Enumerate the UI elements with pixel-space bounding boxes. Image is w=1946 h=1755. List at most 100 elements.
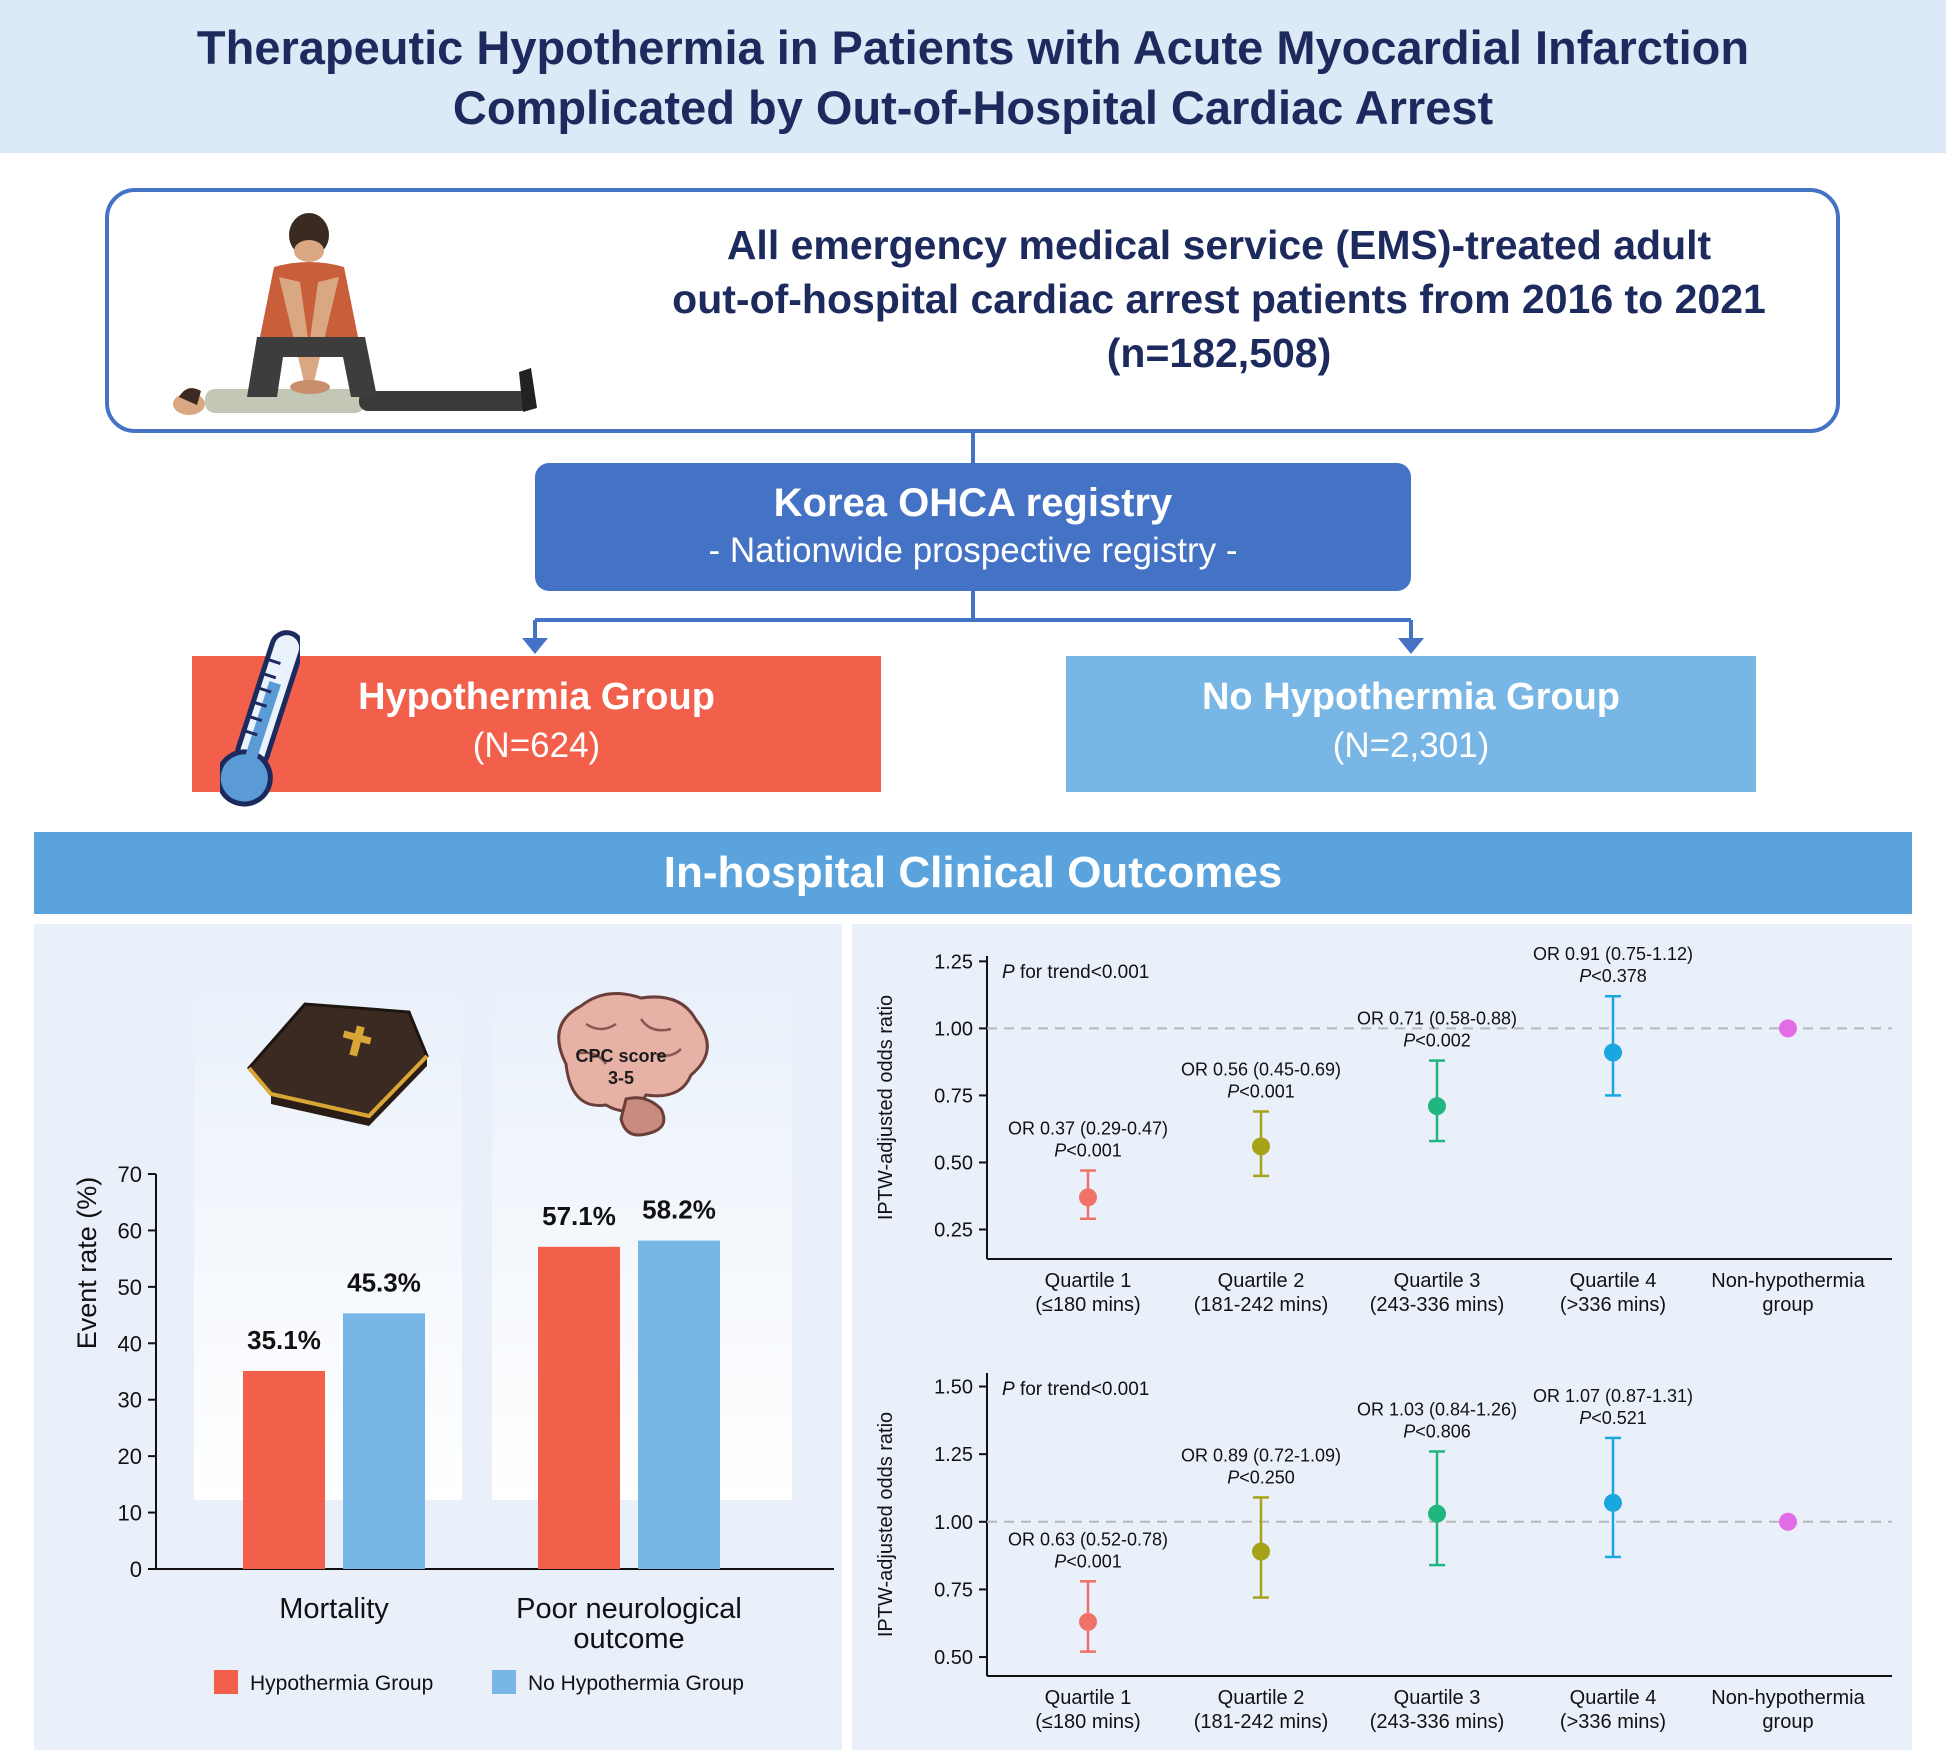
bar-hypothermia-mortality bbox=[243, 1370, 325, 1569]
bar-chart-panel: CPC score 3-5 0 10 20 30 40 50 60 70 35.1% 57.1% 4… bbox=[34, 924, 842, 1750]
legend-swatch-hypothermia bbox=[214, 1670, 238, 1694]
or-category-label: Non-hypothermia bbox=[1711, 1687, 1865, 1709]
or-trend-p: P bbox=[1002, 1379, 1015, 1400]
or-p-value: P<0.001 bbox=[1227, 1082, 1295, 1102]
or-p-value: P<0.002 bbox=[1403, 1031, 1471, 1051]
or-trend-p: P bbox=[1002, 962, 1015, 983]
or-point-label: OR 1.03 (0.84-1.26) bbox=[1357, 1399, 1517, 1419]
or-point-label: OR 0.91 (0.75-1.12) bbox=[1533, 944, 1693, 964]
or-p-text: <0.806 bbox=[1415, 1421, 1471, 1441]
brain-label-line1: CPC score bbox=[575, 1046, 666, 1066]
or-category-label: (181-242 mins) bbox=[1194, 1294, 1329, 1316]
or-category-label: Quartile 2 bbox=[1218, 1270, 1305, 1292]
bar-hypothermia-neuro bbox=[538, 1246, 620, 1569]
or-category-label: Quartile 4 bbox=[1570, 1687, 1657, 1709]
or-trend-note: P for trend<0.001 bbox=[1002, 1379, 1149, 1400]
or-p-text: <0.001 bbox=[1066, 1141, 1122, 1161]
bar-y-tick-label: 0 bbox=[130, 1557, 142, 1582]
or-category-label: (≤180 mins) bbox=[1035, 1711, 1140, 1733]
or-y-tick-label: 1.00 bbox=[934, 1018, 973, 1040]
registry-subtitle: - Nationwide prospective registry - bbox=[708, 531, 1238, 570]
or-y-tick-label: 0.25 bbox=[934, 1220, 973, 1242]
or-category-label: group bbox=[1762, 1294, 1813, 1316]
legend-label: Hypothermia Group bbox=[250, 1672, 433, 1695]
or-category-label: (≤180 mins) bbox=[1035, 1294, 1140, 1316]
or-y-tick-label: 1.25 bbox=[934, 1444, 973, 1466]
or-p-italic: P bbox=[1227, 1467, 1239, 1487]
or-point bbox=[1252, 1542, 1270, 1561]
bar-y-tick-label: 10 bbox=[118, 1501, 142, 1526]
or-y-tick-label: 0.75 bbox=[934, 1085, 973, 1107]
or-p-text: <0.378 bbox=[1591, 966, 1647, 986]
coffin-icon bbox=[247, 1002, 429, 1126]
or-p-text: <0.001 bbox=[1239, 1082, 1295, 1102]
bar-value-label: 57.1% bbox=[542, 1201, 616, 1231]
or-p-italic: P bbox=[1579, 1408, 1591, 1428]
or-point bbox=[1604, 1043, 1622, 1062]
or-p-value: P<0.001 bbox=[1054, 1551, 1122, 1571]
or-p-text: <0.250 bbox=[1239, 1467, 1295, 1487]
or-point bbox=[1604, 1493, 1622, 1512]
bar-y-tick-label: 60 bbox=[118, 1218, 142, 1243]
or-y-tick-label: 0.50 bbox=[934, 1152, 973, 1174]
or-point bbox=[1252, 1137, 1270, 1156]
or-point-label: OR 1.07 (0.87-1.31) bbox=[1533, 1386, 1693, 1406]
or-point-label: OR 0.71 (0.58-0.88) bbox=[1357, 1009, 1517, 1029]
bar-value-label: 58.2% bbox=[642, 1195, 716, 1225]
no-hypothermia-group-box: No Hypothermia Group (N=2,301) bbox=[1066, 656, 1756, 792]
cohort-box: All emergency medical service (EMS)-trea… bbox=[105, 188, 1840, 433]
rescuer-pants bbox=[247, 337, 377, 397]
or-y-tick-label: 1.25 bbox=[934, 951, 973, 973]
or-point-label: OR 0.56 (0.45-0.69) bbox=[1181, 1060, 1341, 1080]
bar-no-hypothermia-neuro bbox=[638, 1240, 720, 1569]
cohort-line-3: (n=182,508) bbox=[1106, 330, 1332, 376]
or-p-italic: P bbox=[1227, 1082, 1239, 1102]
brain-label-line2: 3-5 bbox=[608, 1068, 634, 1088]
or-category-label: Quartile 1 bbox=[1045, 1687, 1132, 1709]
or-category-label: (243-336 mins) bbox=[1370, 1711, 1505, 1733]
odds-ratio-chart-mortality: 1.25 1.00 0.75 0.50 0.25 IPTW-adjusted odds r… bbox=[875, 944, 1892, 1316]
or-p-italic: P bbox=[1403, 1031, 1415, 1051]
or-point bbox=[1428, 1097, 1446, 1116]
hypothermia-group-box: Hypothermia Group (N=624) bbox=[192, 656, 881, 792]
or-p-text: <0.002 bbox=[1415, 1031, 1471, 1051]
arrow-no-hypothermia bbox=[1398, 638, 1424, 654]
no-hypothermia-group-name: No Hypothermia Group bbox=[1201, 676, 1621, 718]
legend-swatch-no-hypothermia bbox=[492, 1670, 516, 1694]
or-p-value: P<0.806 bbox=[1403, 1421, 1471, 1441]
or-y-tick-label: 1.00 bbox=[934, 1512, 973, 1534]
hypothermia-group-n: (N=624) bbox=[472, 726, 601, 765]
patient-legs bbox=[359, 391, 529, 411]
or-p-italic: P bbox=[1054, 1551, 1066, 1571]
title-line-1: Therapeutic Hypothermia in Patients with… bbox=[196, 21, 1750, 74]
or-point bbox=[1079, 1188, 1097, 1207]
arrow-hypothermia bbox=[522, 638, 548, 654]
registry-box: Korea OHCA registry - Nationwide prospec… bbox=[535, 463, 1411, 591]
brain-icon: CPC score 3-5 bbox=[557, 992, 709, 1137]
or-p-italic: P bbox=[1054, 1141, 1066, 1161]
or-category-label: (243-336 mins) bbox=[1370, 1294, 1505, 1316]
registry-name: Korea OHCA registry bbox=[773, 481, 1173, 525]
or-category-label: (181-242 mins) bbox=[1194, 1711, 1329, 1733]
or-y-axis-label: IPTW-adjusted odds ratio bbox=[875, 1412, 897, 1637]
bar-y-tick-label: 50 bbox=[118, 1275, 142, 1300]
or-y-tick-label: 1.50 bbox=[934, 1377, 973, 1399]
cpr-illustration bbox=[173, 213, 537, 415]
or-p-value: P<0.521 bbox=[1579, 1408, 1647, 1428]
bar-y-tick-label: 20 bbox=[118, 1444, 142, 1469]
or-category-label: Non-hypothermia bbox=[1711, 1270, 1865, 1292]
rescuer-shirt bbox=[260, 262, 358, 337]
bar-y-tick-label: 70 bbox=[118, 1162, 142, 1187]
or-p-value: P<0.250 bbox=[1227, 1467, 1295, 1487]
or-y-tick-label: 0.50 bbox=[934, 1647, 973, 1669]
outcomes-header: In-hospital Clinical Outcomes bbox=[34, 832, 1912, 914]
or-point-label: OR 0.63 (0.52-0.78) bbox=[1008, 1529, 1168, 1549]
or-point bbox=[1428, 1504, 1446, 1523]
legend-label: No Hypothermia Group bbox=[528, 1672, 744, 1695]
bar-category-label: Mortality bbox=[279, 1593, 389, 1625]
bar-no-hypothermia-mortality bbox=[343, 1313, 425, 1569]
or-category-label: Quartile 2 bbox=[1218, 1687, 1305, 1709]
bar-category-label: Poor neurological bbox=[516, 1593, 742, 1625]
bar-category-label: outcome bbox=[573, 1623, 684, 1655]
bar-y-tick-label: 40 bbox=[118, 1331, 142, 1356]
